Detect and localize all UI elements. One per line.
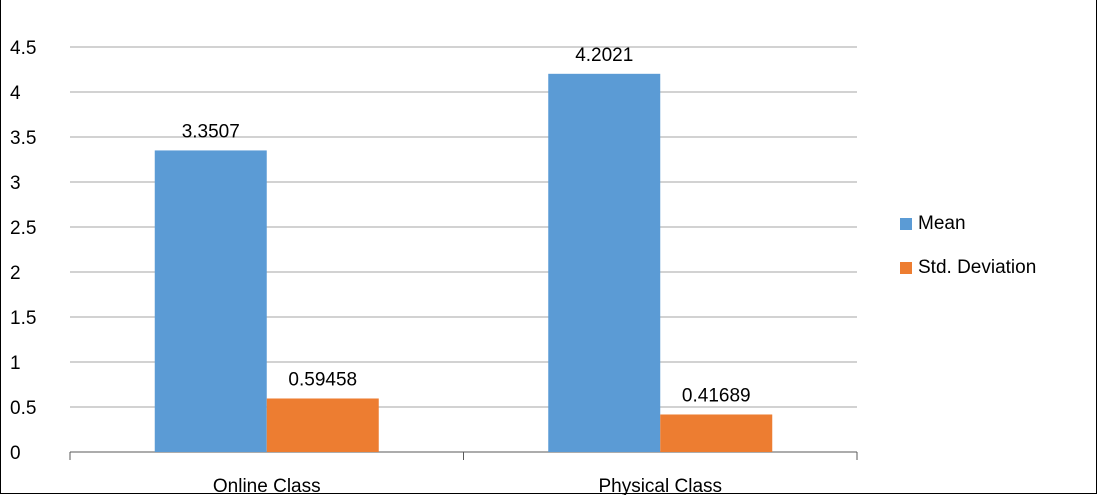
bar-std-deviation-0 bbox=[266, 398, 379, 452]
legend-swatch bbox=[900, 262, 912, 274]
data-label: 0.41689 bbox=[682, 385, 751, 406]
y-tick-label: 0.5 bbox=[10, 398, 36, 419]
legend-item: Std. Deviation bbox=[900, 256, 1036, 280]
category-label: Online Class bbox=[213, 476, 321, 495]
y-tick-label: 4.5 bbox=[10, 38, 36, 59]
x-tick-labels: Online Class Physical Class bbox=[213, 476, 722, 495]
y-tick-label: 3 bbox=[10, 173, 21, 194]
y-tick-label: 2 bbox=[10, 263, 21, 284]
data-label: 0.59458 bbox=[288, 369, 357, 390]
legend-item: Mean bbox=[900, 212, 1036, 236]
y-tick-labels: 0 0.5 1 1.5 2 2.5 3 3.5 4 4.5 bbox=[10, 38, 36, 464]
data-labels: 3.3507 0.59458 4.2021 0.41689 bbox=[182, 45, 751, 407]
category-label: Physical Class bbox=[598, 476, 722, 495]
bar-std-deviation-1 bbox=[660, 414, 773, 452]
y-tick-label: 1 bbox=[10, 353, 21, 374]
legend-swatch bbox=[900, 218, 912, 230]
legend-label: Mean bbox=[918, 213, 966, 234]
legend-label: Std. Deviation bbox=[918, 257, 1037, 278]
legend: Mean Std. Deviation bbox=[900, 212, 1036, 300]
y-tick-label: 0 bbox=[10, 443, 21, 464]
bar-mean-1 bbox=[548, 73, 661, 452]
y-tick-label: 3.5 bbox=[10, 128, 36, 149]
bar-mean-0 bbox=[154, 150, 267, 452]
data-label: 3.3507 bbox=[182, 121, 240, 142]
y-tick-label: 2.5 bbox=[10, 218, 36, 239]
bars bbox=[154, 73, 773, 452]
data-label: 4.2021 bbox=[575, 45, 633, 66]
y-tick-label: 4 bbox=[10, 83, 21, 104]
y-tick-label: 1.5 bbox=[10, 308, 36, 329]
